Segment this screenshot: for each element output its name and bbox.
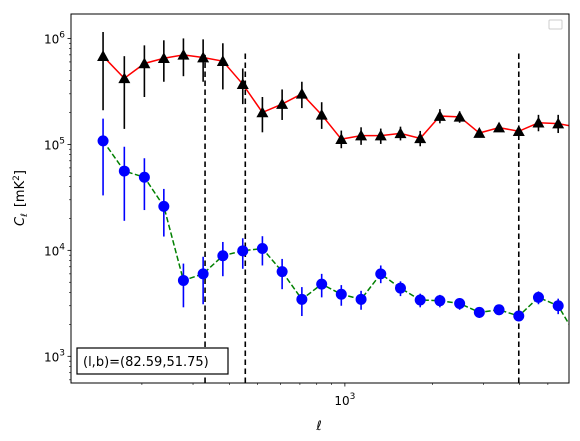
data-series: [97, 31, 569, 326]
data-point-triangle: [532, 116, 545, 128]
data-point-circle: [177, 274, 189, 286]
y-tick-label: 104: [44, 242, 65, 258]
data-point-triangle: [315, 108, 328, 120]
y-axis-label-main: C: [13, 216, 28, 226]
y-tick-label: 106: [44, 30, 65, 46]
data-point-circle: [375, 268, 387, 280]
data-point-triangle: [552, 117, 565, 129]
data-point-triangle: [374, 129, 387, 141]
vertical-reference-lines: [204, 51, 520, 383]
data-point-circle: [276, 266, 288, 278]
data-point-triangle: [355, 129, 368, 141]
series-2: [97, 118, 569, 326]
y-axis-label-unit: [mK: [13, 180, 28, 207]
data-point-triangle: [97, 50, 110, 61]
data-point-triangle: [138, 57, 151, 69]
x-axis-label: ℓ: [315, 419, 321, 434]
data-point-circle: [473, 306, 485, 318]
data-point-triangle: [414, 132, 427, 144]
x-tick-label: 103: [334, 392, 355, 408]
plot-area: [71, 14, 569, 383]
data-point-triangle: [493, 121, 506, 133]
legend-box: [548, 19, 563, 30]
y-tick-label: 103: [44, 348, 65, 364]
data-point-triangle: [236, 78, 249, 89]
annotation-box: [76, 347, 229, 375]
data-point-circle: [138, 171, 150, 183]
data-point-triangle: [394, 127, 407, 139]
data-point-circle: [197, 268, 209, 280]
data-point-triangle: [216, 55, 229, 66]
series-1: [97, 31, 569, 149]
data-point-triangle: [335, 133, 348, 144]
data-point-circle: [158, 200, 170, 212]
data-point-triangle: [157, 52, 170, 64]
data-point-circle: [394, 282, 406, 294]
data-point-triangle: [433, 110, 446, 121]
data-point-triangle: [197, 51, 210, 63]
annotation-text: (l,b)=(82.59,51.75): [83, 355, 209, 370]
data-point-circle: [97, 135, 109, 147]
data-point-circle: [552, 300, 564, 312]
data-point-circle: [335, 288, 347, 300]
data-point-triangle: [177, 48, 190, 60]
axis-ticks: 103 104 105 106 103: [44, 30, 549, 408]
data-point-circle: [434, 295, 446, 307]
data-point-triangle: [473, 127, 486, 138]
y-axis-label-unit-close: ]: [13, 170, 28, 175]
data-point-triangle: [453, 110, 466, 122]
data-point-triangle: [295, 87, 308, 99]
y-tick-label: 105: [44, 136, 65, 152]
data-point-circle: [513, 310, 525, 322]
data-point-circle: [355, 293, 367, 305]
y-axis-label: Cℓ [mK2]: [12, 170, 30, 226]
y-axis-label-subscript: ℓ: [20, 213, 30, 218]
data-point-circle: [296, 293, 308, 305]
data-point-circle: [217, 250, 229, 262]
data-point-triangle: [256, 106, 269, 118]
plot-frame: [70, 13, 570, 384]
data-point-triangle: [118, 72, 131, 84]
data-point-triangle: [512, 125, 525, 137]
data-point-circle: [316, 278, 328, 290]
data-point-circle: [256, 243, 268, 255]
data-point-circle: [237, 245, 249, 257]
data-point-circle: [532, 291, 544, 303]
data-point-circle: [118, 165, 130, 177]
data-point-circle: [414, 294, 426, 306]
y-axis-label-unit-superscript: 2: [12, 175, 22, 181]
data-point-circle: [493, 304, 505, 316]
data-point-triangle: [276, 98, 289, 109]
data-point-circle: [454, 298, 466, 310]
